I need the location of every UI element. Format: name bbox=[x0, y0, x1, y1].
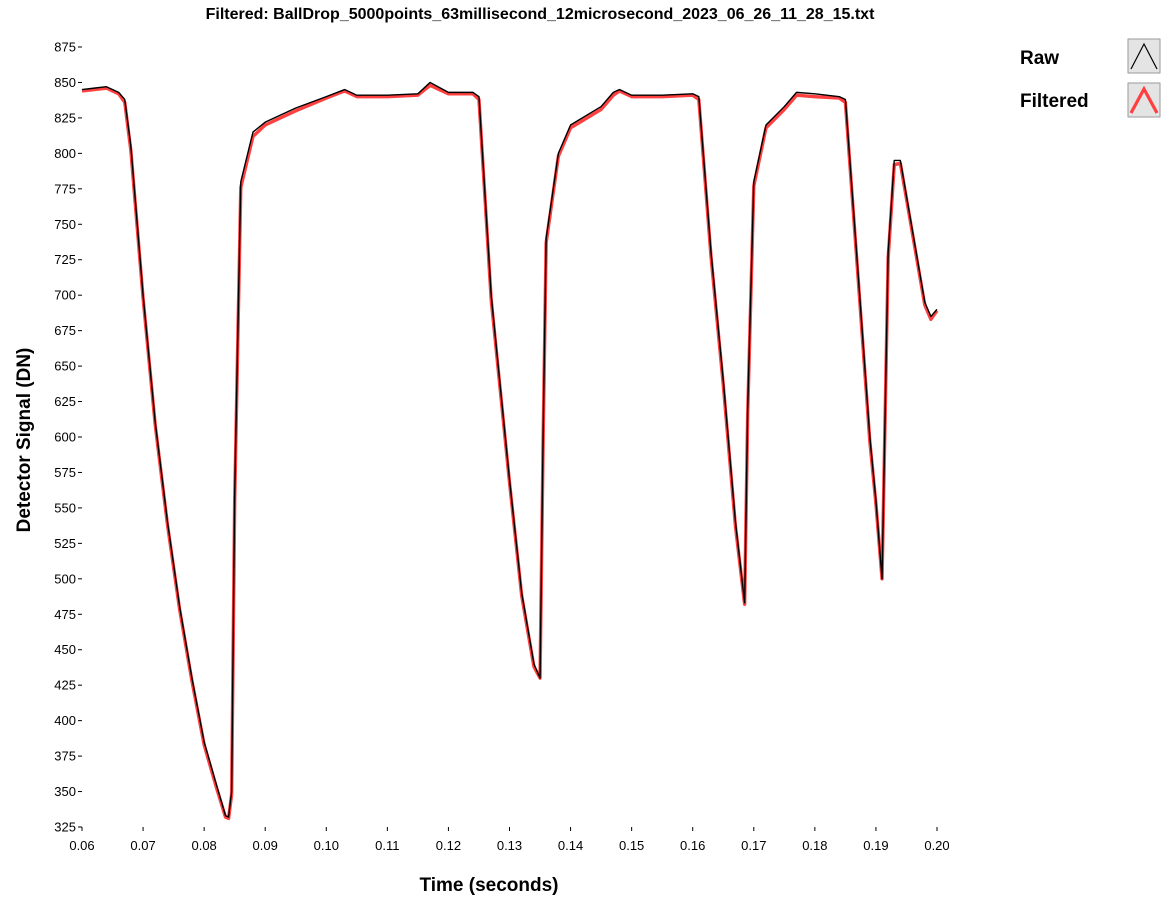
x-tick-label: 0.17 bbox=[741, 838, 766, 853]
y-tick-label: 525 bbox=[54, 536, 76, 551]
y-tick-label: 450 bbox=[54, 642, 76, 657]
x-tick-label: 0.11 bbox=[375, 838, 399, 853]
y-tick-label: 325 bbox=[54, 820, 76, 835]
x-axis: 0.06 0.07 0.08 0.09 0.10 0.11 0.12 0.13 0.14 0.15… bbox=[69, 827, 950, 853]
x-tick-label: 0.16 bbox=[680, 838, 705, 853]
y-tick-label: 500 bbox=[54, 571, 76, 586]
y-tick-label: 425 bbox=[54, 678, 76, 693]
y-tick-label: 675 bbox=[54, 323, 76, 338]
y-tick-label: 600 bbox=[54, 430, 76, 445]
y-tick-label: 800 bbox=[54, 146, 76, 161]
x-tick-label: 0.09 bbox=[253, 838, 278, 853]
x-tick-label: 0.12 bbox=[436, 838, 461, 853]
y-tick-label: 350 bbox=[54, 784, 76, 799]
y-tick-label: 650 bbox=[54, 359, 76, 374]
x-tick-label: 0.10 bbox=[314, 838, 339, 853]
y-tick-label: 700 bbox=[54, 288, 76, 303]
x-tick-label: 0.19 bbox=[863, 838, 888, 853]
series-line-filtered bbox=[81, 83, 939, 821]
x-tick-label: 0.14 bbox=[558, 838, 583, 853]
legend-label-filtered: Filtered bbox=[1020, 91, 1089, 112]
y-axis-label: Detector Signal (DN) bbox=[14, 348, 35, 533]
legend-item-filtered[interactable]: Filtered bbox=[1020, 82, 1161, 118]
legend-item-raw[interactable]: Raw bbox=[1020, 38, 1161, 74]
plot-area bbox=[81, 81, 939, 821]
chart-title: Filtered: BallDrop_5000points_63millisec… bbox=[206, 6, 875, 23]
x-tick-label: 0.18 bbox=[802, 838, 827, 853]
x-tick-label: 0.08 bbox=[191, 838, 216, 853]
y-tick-label: 375 bbox=[54, 749, 76, 764]
x-tick-label: 0.15 bbox=[619, 838, 644, 853]
legend-line-filtered bbox=[1129, 85, 1159, 114]
legend: Raw Filtered bbox=[1020, 38, 1161, 118]
y-tick-label: 475 bbox=[54, 607, 76, 622]
y-axis: 325 350 375 400 425 450 475 500 525 550 575 600 625 6… bbox=[54, 40, 82, 835]
y-tick-label: 400 bbox=[54, 713, 76, 728]
x-tick-label: 0.06 bbox=[69, 838, 94, 853]
series-line-raw bbox=[81, 81, 938, 818]
y-tick-label: 775 bbox=[54, 181, 76, 196]
legend-line-raw bbox=[1130, 42, 1158, 70]
x-tick-label: 0.20 bbox=[924, 838, 949, 853]
y-tick-label: 625 bbox=[54, 394, 76, 409]
y-tick-label: 850 bbox=[54, 75, 76, 90]
y-tick-label: 575 bbox=[54, 465, 76, 480]
y-tick-label: 750 bbox=[54, 217, 76, 232]
y-tick-label: 875 bbox=[54, 40, 76, 55]
x-tick-label: 0.07 bbox=[130, 838, 155, 853]
x-axis-label: Time (seconds) bbox=[419, 875, 558, 896]
y-tick-label: 725 bbox=[54, 252, 76, 267]
x-tick-label: 0.13 bbox=[497, 838, 522, 853]
y-tick-label: 825 bbox=[54, 110, 76, 125]
y-tick-label: 550 bbox=[54, 500, 76, 515]
legend-label-raw: Raw bbox=[1020, 48, 1059, 69]
